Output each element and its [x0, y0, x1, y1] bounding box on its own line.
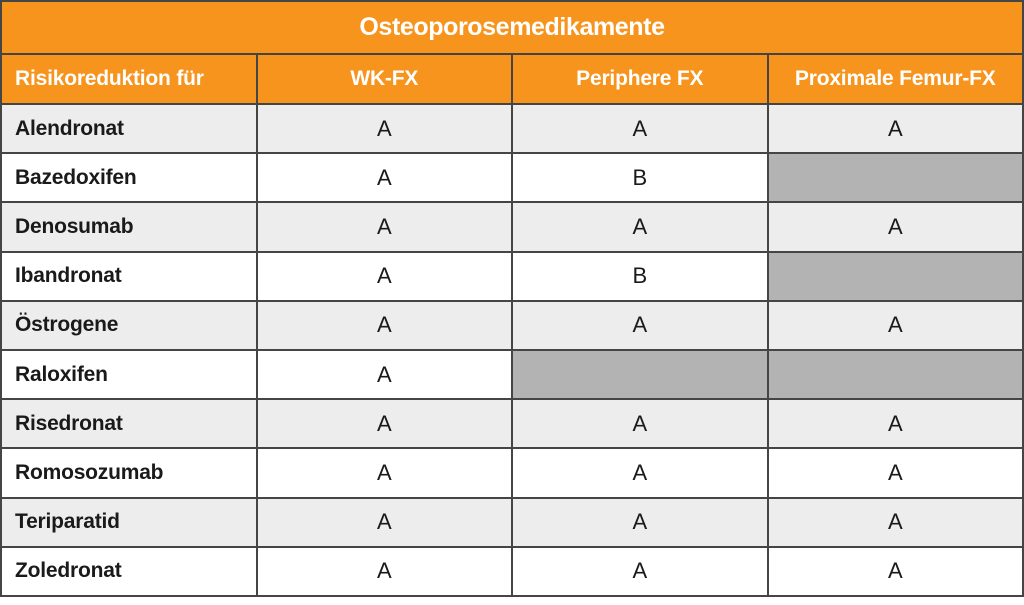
row-label: Raloxifen — [2, 350, 256, 399]
table-cell: A — [768, 203, 1022, 251]
table-cell: A — [257, 105, 511, 153]
table-cell: A — [257, 547, 511, 595]
column-header-risikoreduktion: Risikoreduktion für — [2, 55, 256, 103]
table-cell: A — [513, 301, 767, 349]
table-cell: A — [257, 449, 511, 497]
table-cell: A — [513, 498, 767, 546]
row-label: Teriparatid — [2, 498, 256, 546]
table-cell — [768, 350, 1022, 399]
column-header-proximale-femur-fx: Proximale Femur-FX — [768, 55, 1022, 103]
table-cell: A — [513, 400, 767, 448]
row-label: Alendronat — [2, 105, 256, 153]
table-cell: A — [257, 154, 511, 202]
row-label: Östrogene — [2, 301, 256, 349]
table-cell: A — [768, 449, 1022, 497]
table-cell: A — [513, 547, 767, 595]
row-label: Bazedoxifen — [2, 154, 256, 202]
table-cell: A — [768, 547, 1022, 595]
table-cell: A — [513, 449, 767, 497]
row-label: Zoledronat — [2, 547, 256, 595]
column-header-wk-fx: WK-FX — [257, 55, 511, 103]
table-cell: A — [768, 105, 1022, 153]
row-label: Denosumab — [2, 203, 256, 251]
table-cell: B — [513, 154, 767, 202]
table-cell: A — [768, 301, 1022, 349]
row-label: Romosozumab — [2, 449, 256, 497]
table-cell: A — [768, 400, 1022, 448]
table-cell: A — [257, 498, 511, 546]
table-cell — [768, 154, 1022, 202]
row-label: Ibandronat — [2, 252, 256, 300]
table-cell: A — [257, 400, 511, 448]
table-cell: A — [513, 203, 767, 251]
table-cell: A — [513, 105, 767, 153]
table-cell: A — [257, 252, 511, 300]
table-title: Osteoporosemedikamente — [2, 2, 1022, 53]
row-label: Risedronat — [2, 400, 256, 448]
table-cell: A — [257, 203, 511, 251]
column-header-periphere-fx: Periphere FX — [513, 55, 767, 103]
table-cell — [513, 350, 767, 399]
table-cell — [768, 252, 1022, 300]
table-cell: A — [257, 350, 511, 399]
table-cell: A — [768, 498, 1022, 546]
table-cell: A — [257, 301, 511, 349]
table-cell: B — [513, 252, 767, 300]
